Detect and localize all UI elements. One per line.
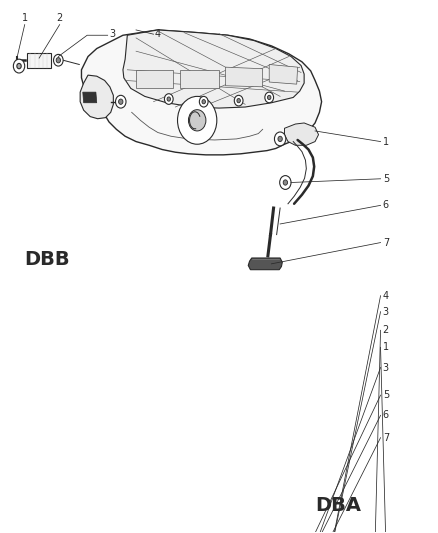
Circle shape [268,95,271,100]
Polygon shape [80,75,113,119]
Text: 1: 1 [383,342,389,352]
Polygon shape [269,64,297,84]
Circle shape [119,99,123,104]
Polygon shape [248,258,283,270]
Text: 2: 2 [383,325,389,335]
Text: 6: 6 [383,200,389,211]
Polygon shape [81,30,321,155]
Circle shape [188,110,206,131]
Text: 7: 7 [383,433,389,443]
Polygon shape [136,70,173,88]
Circle shape [283,180,288,185]
Circle shape [13,59,25,73]
Circle shape [17,63,21,69]
Circle shape [199,96,208,107]
Circle shape [202,100,205,104]
Text: 2: 2 [57,13,63,23]
Circle shape [164,94,173,104]
Polygon shape [285,123,318,146]
Circle shape [177,96,217,144]
Text: 7: 7 [383,238,389,247]
Polygon shape [123,30,304,108]
Circle shape [265,92,274,103]
Text: 4: 4 [383,290,389,301]
Polygon shape [226,67,263,87]
Text: 4: 4 [155,29,161,39]
Text: DBB: DBB [25,250,71,269]
Circle shape [234,95,243,106]
Text: 3: 3 [383,362,389,373]
Text: DBA: DBA [315,496,361,515]
Polygon shape [83,92,97,103]
Circle shape [56,58,60,63]
Text: 5: 5 [383,174,389,184]
Circle shape [116,95,126,108]
Text: 3: 3 [383,306,389,317]
Circle shape [275,132,286,146]
Circle shape [167,97,170,101]
Circle shape [53,54,63,66]
Circle shape [278,136,283,142]
Text: 3: 3 [109,29,115,39]
Text: 1: 1 [383,136,389,147]
Circle shape [280,175,291,189]
Circle shape [237,99,240,103]
Polygon shape [27,53,51,68]
Text: 5: 5 [383,390,389,400]
Text: 6: 6 [383,410,389,421]
Polygon shape [180,70,219,88]
Text: 1: 1 [21,13,28,23]
